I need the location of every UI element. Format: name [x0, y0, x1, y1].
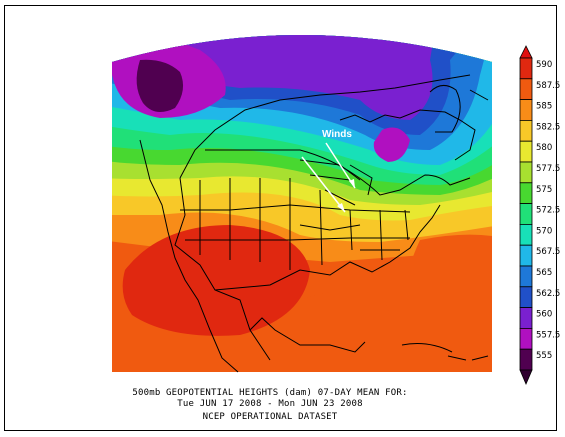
colorbar-swatch: [519, 161, 533, 184]
caption-title: 500mb GEOPOTENTIAL HEIGHTS (dam) 07-DAY …: [132, 388, 408, 398]
colorbar-label: 562.5: [536, 289, 560, 299]
colorbar-label: 585: [536, 102, 552, 112]
map-frame: [4, 5, 557, 431]
colorbar-label: 560: [536, 310, 552, 320]
colorbar-label: 565: [536, 268, 552, 278]
colorbar-swatch: [519, 182, 533, 205]
colorbar-swatch: [519, 244, 533, 267]
colorbar-top-arrow: [519, 45, 533, 59]
height-field: [112, 35, 492, 372]
colorbar-label: 587.5: [536, 81, 560, 91]
colorbar-label: 555: [536, 351, 552, 361]
colorbar-swatch: [519, 327, 533, 350]
winds-label: Winds: [322, 129, 352, 140]
colorbar-swatch: [519, 348, 533, 371]
colorbar-swatch: [519, 120, 533, 142]
colorbar-label: 580: [536, 143, 552, 153]
colorbar-label: 575: [536, 185, 552, 195]
colorbar: 590 587.5 585 582.5 580 577.5 575 572.5 570 567.5…: [519, 45, 560, 386]
colorbar-label: 577.5: [536, 164, 560, 174]
colorbar-label: 582.5: [536, 122, 560, 132]
colorbar-swatch: [519, 286, 533, 308]
colorbar-label: 570: [536, 226, 552, 236]
colorbar-swatch: [519, 57, 533, 80]
colorbar-swatch: [519, 203, 533, 225]
colorbar-label: 590: [536, 60, 552, 70]
wind-arrows: [301, 142, 356, 213]
colorbar-swatch: [519, 99, 533, 121]
colorbar-swatch: [519, 78, 533, 101]
colorbar-swatch: [519, 140, 533, 163]
colorbar-label: 572.5: [536, 206, 560, 216]
caption-dataset: NCEP OPERATIONAL DATASET: [202, 412, 338, 422]
colorbar-label: 567.5: [536, 247, 560, 257]
colorbar-swatch: [519, 307, 533, 329]
colorbar-swatch: [519, 265, 533, 288]
colorbar-swatch: [519, 223, 533, 246]
caption-dates: Tue JUN 17 2008 - Mon JUN 23 2008: [177, 399, 363, 409]
colorbar-label: 557.5: [536, 330, 560, 340]
colorbar-bottom-arrow: [519, 369, 533, 386]
